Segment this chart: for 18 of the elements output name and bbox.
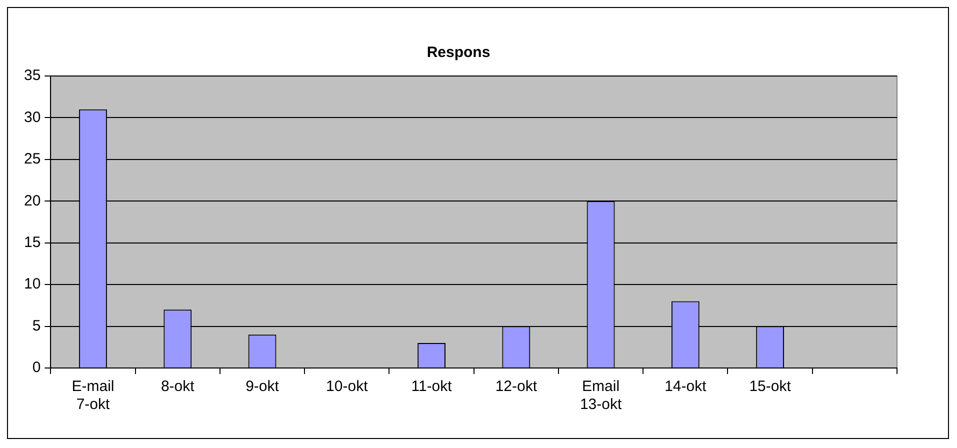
- x-tick-label: 10-okt: [326, 378, 369, 396]
- y-tick-label: 25: [24, 150, 41, 168]
- y-tick-label: 5: [32, 317, 41, 334]
- x-tick-label: 12-okt: [495, 378, 538, 396]
- chart-title: Respons: [426, 44, 490, 62]
- x-tick-label: 14-okt: [664, 378, 708, 396]
- x-tick-label: 15-okt: [749, 378, 792, 396]
- x-tick-label: E-mail 7-okt: [72, 378, 114, 414]
- y-tick-label: 15: [24, 234, 41, 251]
- y-tick-label: 20: [24, 192, 41, 210]
- y-tick-label: 0: [32, 359, 41, 376]
- x-tick-label: 8-okt: [160, 378, 196, 396]
- y-tick-label: 35: [24, 67, 41, 84]
- x-tick-label: 9-okt: [246, 378, 280, 396]
- x-tick-label: 11-okt: [411, 378, 453, 396]
- y-tick-label: 10: [24, 276, 41, 293]
- x-tick-label: Email 13-okt: [580, 378, 622, 414]
- y-tick-label: 30: [24, 108, 41, 126]
